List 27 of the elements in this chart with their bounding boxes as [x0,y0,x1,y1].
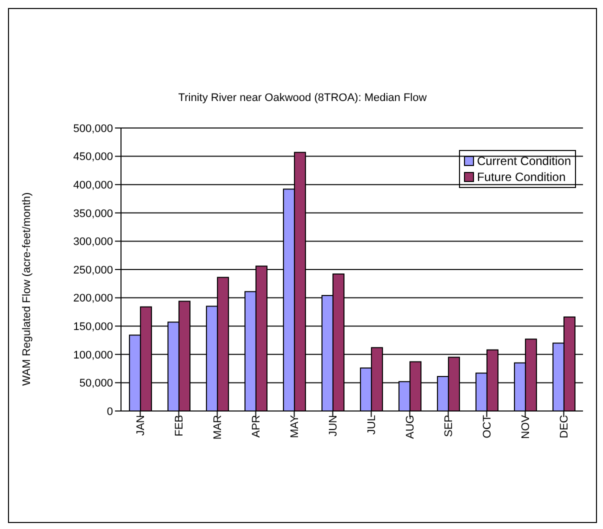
x-tick-label: FEB [174,415,186,436]
y-tick-label: 350,000 [73,208,113,220]
chart-title: Trinity River near Oakwood (8TROA): Median Flow [177,92,428,104]
legend-label: Future Condition [476,169,567,185]
x-tick-label: NOV [520,414,532,439]
x-tick-label: DEC [558,414,571,438]
y-tick-label: 250,000 [73,264,113,276]
x-tick-label: OCT [482,414,494,438]
x-tick-label: JUL [366,415,378,435]
y-tick-label: 300,000 [73,236,113,248]
y-tick-label: 200,000 [73,292,113,305]
y-tick-label: 400,000 [73,180,113,192]
x-tick-label: APR [250,414,263,438]
y-tick-label: 150,000 [73,321,113,334]
x-tick-label: SEP [443,415,456,438]
y-tick-label: 100,000 [73,349,113,362]
y-tick-label: 500,000 [73,122,113,135]
y-tick-label: 50,000 [79,378,113,390]
y-tick-label: 0 [106,406,113,418]
x-tick-label: JUN [328,414,340,436]
x-tick-label: AUG [404,415,417,439]
x-tick-label: JAN [135,414,148,436]
legend-label: Current Condition [476,153,571,169]
x-tick-label: MAR [212,414,224,440]
y-tick-label: 450,000 [73,151,113,164]
y-axis-title: WAM Regulated Flow (acre-feet/month) [21,192,33,386]
x-tick-label: MAY [289,414,302,438]
